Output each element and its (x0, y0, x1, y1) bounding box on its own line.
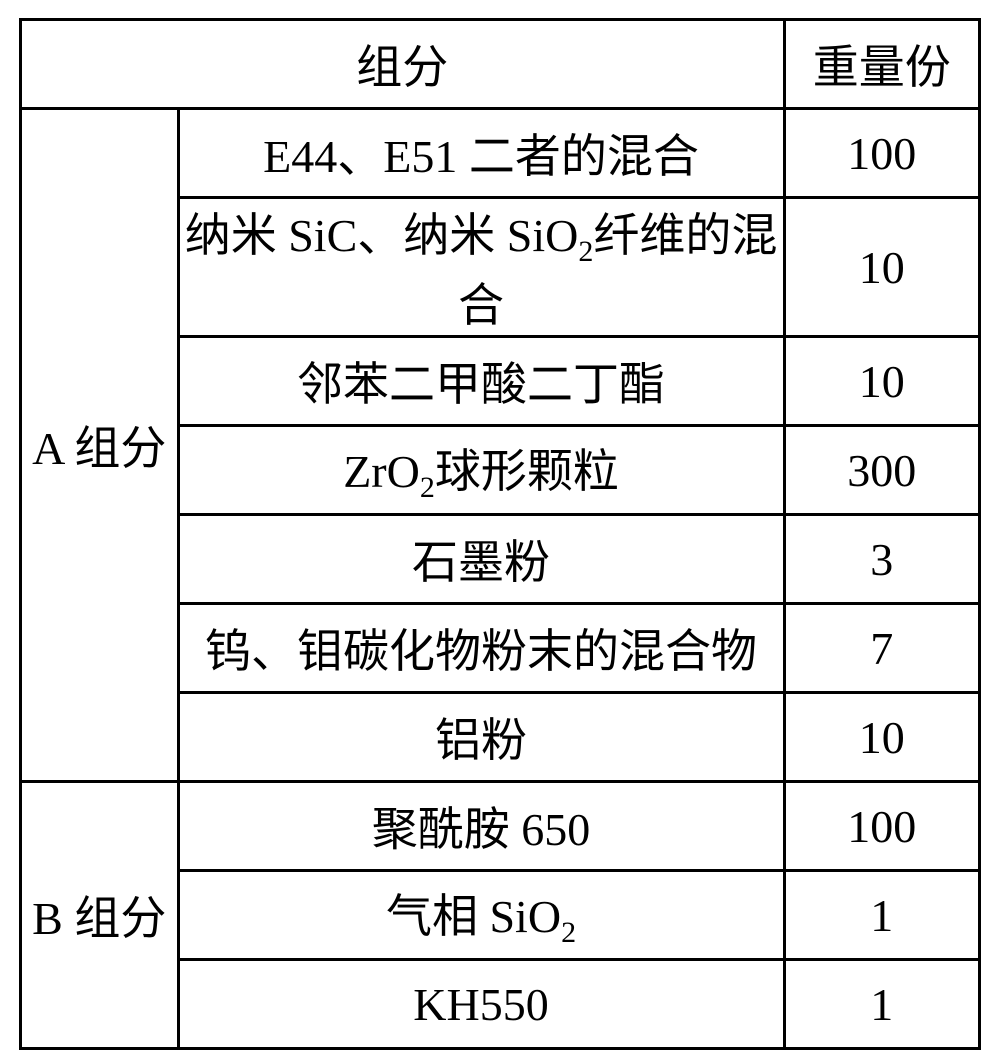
weight-cell: 10 (784, 693, 979, 782)
component-cell: KH550 (178, 960, 784, 1049)
component-cell: 钨、钼碳化物粉末的混合物 (178, 604, 784, 693)
component-cell: 纳米 SiC、纳米 SiO2纤维的混合 (178, 198, 784, 337)
weight-cell: 300 (784, 426, 979, 515)
weight-cell: 7 (784, 604, 979, 693)
component-cell: ZrO2球形颗粒 (178, 426, 784, 515)
weight-cell: 1 (784, 960, 979, 1049)
weight-cell: 1 (784, 871, 979, 960)
component-cell: E44、E51 二者的混合 (178, 109, 784, 198)
weight-cell: 100 (784, 109, 979, 198)
component-cell: 石墨粉 (178, 515, 784, 604)
header-weight: 重量份 (784, 20, 979, 109)
weight-cell: 100 (784, 782, 979, 871)
weight-cell: 10 (784, 198, 979, 337)
group-a-label: A 组分 (21, 109, 179, 782)
weight-cell: 10 (784, 337, 979, 426)
group-b-label: B 组分 (21, 782, 179, 1049)
component-cell: 聚酰胺 650 (178, 782, 784, 871)
weight-cell: 3 (784, 515, 979, 604)
table-row: B 组分 聚酰胺 650 100 (21, 782, 980, 871)
composition-table: 组分 重量份 A 组分 E44、E51 二者的混合 100 纳米 SiC、纳米 … (19, 18, 981, 1050)
component-cell: 气相 SiO2 (178, 871, 784, 960)
component-cell: 邻苯二甲酸二丁酯 (178, 337, 784, 426)
table-row: A 组分 E44、E51 二者的混合 100 (21, 109, 980, 198)
header-row: 组分 重量份 (21, 20, 980, 109)
component-cell: 铝粉 (178, 693, 784, 782)
header-component: 组分 (21, 20, 785, 109)
